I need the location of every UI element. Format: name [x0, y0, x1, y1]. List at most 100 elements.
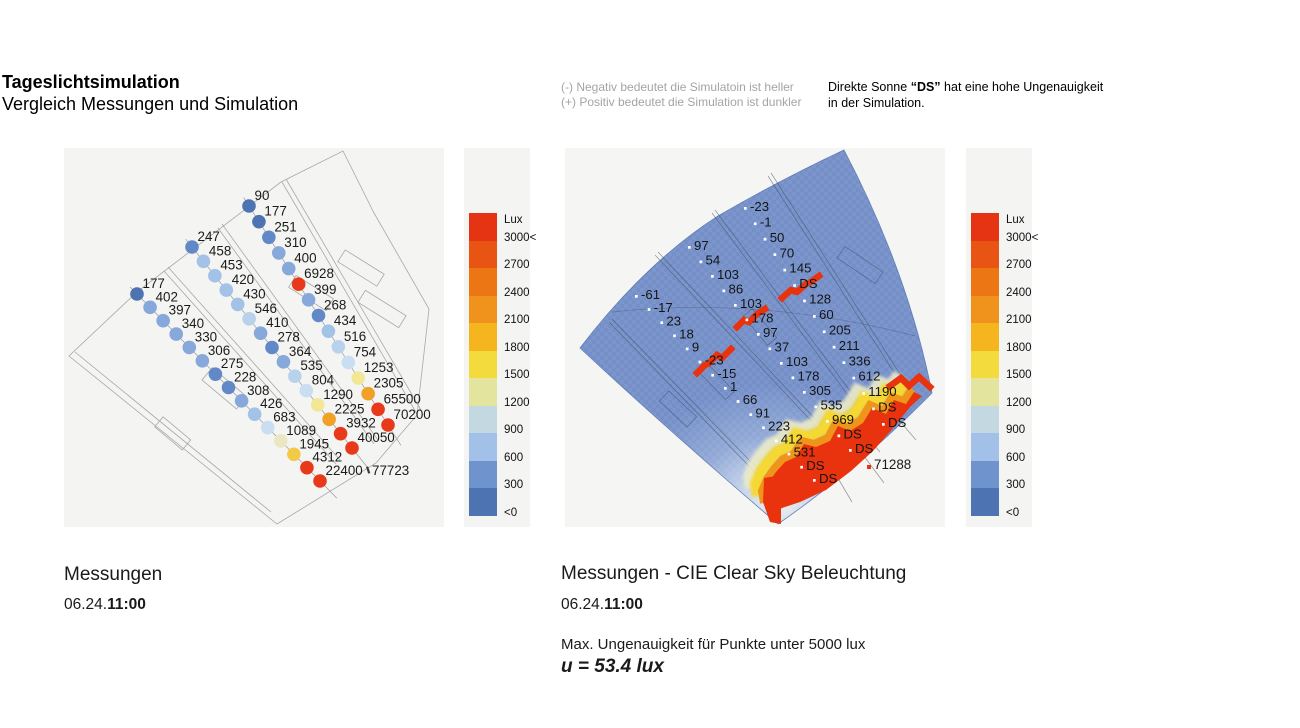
measurement-value: 410: [266, 315, 288, 330]
difference-value: 60: [819, 307, 834, 322]
measurement-dot: [252, 214, 266, 229]
measurement-value: 546: [255, 301, 277, 316]
measurement-value: 22400: [326, 463, 363, 478]
legend-swatch: [971, 295, 999, 323]
measurement-dot: [208, 367, 223, 381]
legend-swatch: [971, 350, 999, 378]
measurement-value: 70200: [394, 407, 431, 422]
measurement-dot: [351, 371, 366, 385]
measurement-dot: [361, 386, 375, 401]
measurement-dot: [271, 246, 286, 260]
legend-tick-label: 1500: [1006, 369, 1032, 381]
measurement-dot: [310, 398, 325, 412]
sample-marker: [734, 304, 737, 307]
direct-sun-mark: [704, 344, 736, 368]
sample-marker: [793, 284, 796, 287]
difference-value: 103: [717, 267, 739, 282]
sample-marker: [688, 246, 691, 249]
direct-sun-mark: [732, 304, 770, 332]
legend-tick-label: 600: [1006, 451, 1026, 464]
difference-value: 205: [829, 322, 851, 337]
difference-value-labels: -61-1723189-23-1516691223412531DSDS97541…: [635, 199, 911, 486]
sample-marker: [753, 222, 757, 226]
sample-marker: [673, 334, 676, 338]
sample-marker: [872, 407, 875, 411]
sample-marker: [837, 434, 841, 438]
measurement-value: 65500: [384, 391, 421, 406]
sample-marker: [832, 345, 836, 349]
measurement-dot: [130, 287, 144, 301]
left-caption: Messungen: [64, 564, 163, 585]
measurement-dot: [230, 297, 245, 312]
direct-sun-mark: [692, 361, 709, 378]
difference-value: DS: [806, 458, 825, 473]
simulation-panel: -61 -17 23 18 9 -23 -15 1 66 91 223 412 531 DS DS 97 54 1…: [565, 148, 945, 527]
measurement-value: 400: [294, 251, 316, 266]
sample-marker: [698, 360, 702, 364]
measurement-dot: [247, 407, 262, 422]
measurement-dot: [196, 254, 211, 269]
measurement-value: 308: [247, 383, 269, 398]
legend-tick-label: 900: [504, 424, 524, 436]
measurement-value: 1290: [323, 387, 353, 402]
legend-swatch: [469, 240, 497, 268]
sample-marker: [803, 299, 806, 303]
difference-value: -1: [760, 214, 772, 229]
difference-value: 178: [798, 369, 820, 384]
measurement-dot: [208, 268, 222, 283]
measurement-value: 535: [300, 358, 322, 373]
sample-marker: [814, 405, 818, 409]
difference-value: -15: [717, 366, 736, 381]
measurement-value: 228: [234, 370, 256, 385]
measurement-value: 754: [354, 344, 377, 359]
difference-value: 18: [679, 326, 694, 341]
page-subtitle: Vergleich Messungen und Simulation: [2, 94, 299, 114]
measurement-dot: [287, 447, 301, 462]
legend-swatch: [469, 405, 497, 433]
difference-value: 103: [786, 354, 808, 369]
difference-value: 305: [809, 383, 831, 398]
legend-swatch: [469, 268, 497, 296]
measurement-value: 6928: [304, 266, 334, 281]
uncertainty-note: Max. Ungenauigkeit für Punkte unter 5000…: [561, 636, 866, 653]
measurement-dot: [219, 283, 234, 297]
sample-marker: [852, 376, 856, 380]
measurement-value: 275: [221, 356, 243, 371]
legend-swatch: [971, 378, 999, 406]
measurement-dot: [273, 434, 288, 448]
legend-swatch: [469, 213, 497, 241]
sample-marker: [813, 315, 816, 318]
legend-tick-label: 1800: [504, 341, 530, 354]
measurement-value: 340: [182, 316, 204, 331]
measurement-dot: [341, 355, 356, 370]
legend-swatch: [469, 433, 497, 461]
annotation-value: 77723: [372, 463, 409, 478]
measurement-dot: [260, 420, 275, 435]
measurement-value: 804: [312, 373, 335, 388]
measurement-value: 278: [278, 330, 300, 345]
measurement-dot: [234, 394, 249, 408]
sample-marker: [813, 479, 816, 482]
measurement-dot: [169, 327, 184, 341]
measurement-value: 1253: [364, 360, 394, 375]
annotation-tick: [366, 466, 371, 474]
difference-value: 70: [780, 245, 795, 260]
measurement-dot: [143, 300, 157, 315]
measurement-dot: [333, 426, 348, 441]
direct-sun-mark: [807, 271, 824, 286]
measurement-dot: [276, 355, 291, 369]
positive-note: (+) Positiv bedeutet die Simulation ist …: [561, 95, 802, 109]
measurement-dot: [321, 324, 336, 338]
measurement-dot: [253, 326, 268, 340]
legend-tick-label: 2400: [504, 286, 530, 299]
difference-value: 86: [729, 282, 744, 297]
legend-tick-label: 3000<: [1006, 231, 1039, 244]
sample-marker: [736, 400, 740, 403]
legend-swatch: [971, 488, 999, 516]
simulation-surface: -61-1723189-23-1516691223412531DSDS97541…: [579, 149, 935, 525]
difference-value: DS: [888, 415, 907, 430]
annotation-value: 71288: [874, 457, 911, 472]
legend-tick-label: 3000<: [504, 231, 537, 244]
measurement-dot: [345, 441, 359, 455]
high-lux-gradient-band: [742, 370, 916, 504]
